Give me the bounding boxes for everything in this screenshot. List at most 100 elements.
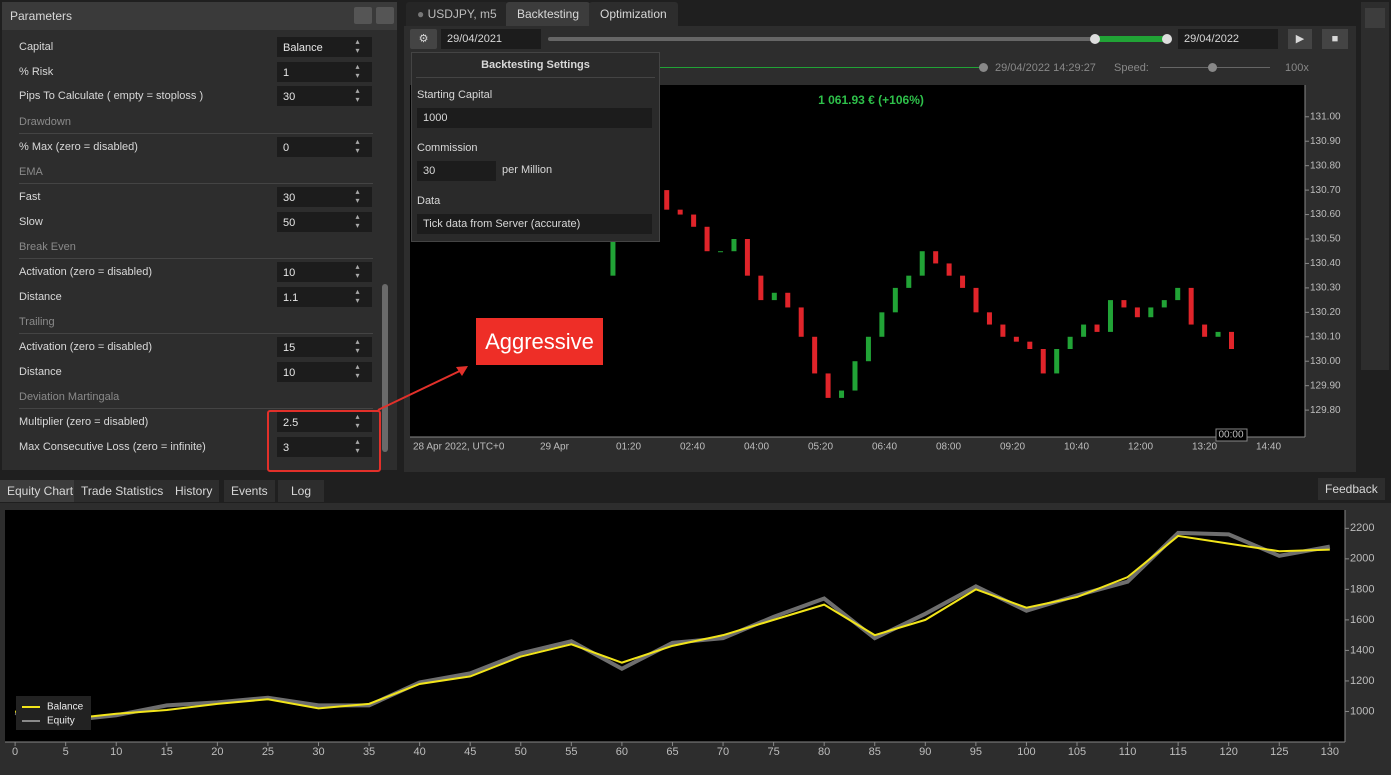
y-tick-label: 1400 bbox=[1350, 644, 1374, 656]
param-input[interactable]: 10 bbox=[277, 262, 372, 282]
x-tick-label: 10 bbox=[110, 746, 122, 758]
arrow-head bbox=[456, 366, 468, 376]
tab[interactable]: Backtesting bbox=[506, 2, 591, 26]
section-header: EMA bbox=[19, 161, 373, 184]
speed-handle[interactable] bbox=[1208, 63, 1217, 72]
date-slider[interactable] bbox=[548, 37, 1170, 41]
section-header: Drawdown bbox=[19, 111, 373, 134]
legend bbox=[16, 696, 91, 730]
param-input[interactable]: 30 bbox=[277, 187, 372, 207]
candle-body bbox=[906, 275, 912, 288]
tab[interactable]: Optimization bbox=[589, 2, 678, 26]
y-tick-label: 129.90 bbox=[1310, 380, 1341, 391]
param-input[interactable]: 2.5 bbox=[277, 412, 372, 432]
y-tick-label: 130.60 bbox=[1310, 209, 1341, 220]
param-row: % Risk 1 bbox=[19, 61, 374, 83]
candle-body bbox=[691, 214, 697, 227]
feedback-button[interactable]: Feedback bbox=[1318, 478, 1385, 500]
candle-body bbox=[1013, 336, 1019, 342]
x-tick-label: 60 bbox=[616, 746, 628, 758]
play-button[interactable]: ▶ bbox=[1288, 29, 1312, 49]
popup-title: Backtesting Settings bbox=[416, 53, 655, 78]
progress-line bbox=[660, 67, 982, 68]
param-input[interactable]: 10 bbox=[277, 361, 372, 382]
param-label: Activation (zero = disabled) bbox=[19, 341, 152, 353]
param-input[interactable]: 3 bbox=[277, 436, 372, 457]
data-select[interactable]: Tick data from Server (accurate) bbox=[417, 214, 652, 234]
parameters-panel: Parameters Capital Balance % Risk 1 Pips To … bbox=[2, 2, 397, 472]
y-tick-label: 130.00 bbox=[1310, 356, 1341, 367]
param-input[interactable]: 1.1 bbox=[277, 286, 372, 307]
candle-body bbox=[1040, 349, 1046, 374]
bottom-tab[interactable]: Equity Chart bbox=[0, 480, 81, 502]
candle-body bbox=[1121, 300, 1127, 308]
slider-range bbox=[1095, 36, 1167, 42]
param-row: Multiplier (zero = disabled) 2.5 bbox=[19, 411, 374, 433]
section-header: Trailing bbox=[19, 311, 373, 334]
param-input[interactable]: 0 bbox=[277, 136, 372, 157]
slider-handle[interactable] bbox=[1090, 34, 1100, 44]
start-date[interactable]: 29/04/2021 bbox=[441, 29, 541, 49]
x-tick-label: 40 bbox=[414, 746, 426, 758]
param-input[interactable]: 15 bbox=[277, 337, 372, 357]
candle-body bbox=[892, 287, 898, 313]
settings-button[interactable]: ⚙ bbox=[410, 29, 437, 49]
y-tick-label: 130.50 bbox=[1310, 234, 1341, 245]
param-input[interactable]: 30 bbox=[277, 86, 372, 106]
section-header: Break Even bbox=[19, 236, 373, 259]
x-tick-label: 05:20 bbox=[808, 442, 833, 453]
x-tick-label: 125 bbox=[1270, 746, 1288, 758]
param-label: % Risk bbox=[19, 65, 54, 78]
bottom-tab[interactable]: Trade Statistics bbox=[74, 480, 171, 502]
candle-body bbox=[812, 336, 818, 374]
candle-body bbox=[610, 226, 616, 276]
param-label: Distance bbox=[19, 290, 62, 303]
candle-body bbox=[1148, 307, 1154, 318]
candle-body bbox=[731, 239, 737, 252]
field-label: Commission bbox=[417, 142, 478, 154]
save-button[interactable] bbox=[376, 7, 394, 24]
slider-handle[interactable] bbox=[1162, 34, 1172, 44]
capital-input[interactable]: 1000 bbox=[417, 108, 652, 128]
x-tick-label: 50 bbox=[515, 746, 527, 758]
open-button[interactable] bbox=[354, 7, 372, 24]
x-tick-label: 02:40 bbox=[680, 442, 705, 453]
x-tick-label: 55 bbox=[565, 746, 577, 758]
candle-body bbox=[677, 209, 683, 215]
x-tick-label: 10:40 bbox=[1064, 442, 1089, 453]
bottom-tab[interactable]: Events bbox=[224, 480, 275, 502]
scrollbar[interactable] bbox=[382, 284, 388, 452]
stop-button[interactable]: ■ bbox=[1322, 29, 1348, 49]
param-label: Activation (zero = disabled) bbox=[19, 266, 152, 278]
bottom-tab[interactable]: History bbox=[168, 480, 220, 502]
param-input[interactable]: Balance bbox=[277, 37, 372, 57]
cursor-box bbox=[1215, 428, 1248, 442]
x-tick-label: 20 bbox=[211, 746, 223, 758]
bottom-tab[interactable]: Log bbox=[278, 480, 325, 502]
drawing-toolbar bbox=[1361, 2, 1389, 370]
commission-input[interactable]: 30 bbox=[417, 161, 496, 181]
tool-button[interactable] bbox=[1365, 8, 1385, 28]
param-row: % Max (zero = disabled) 0 bbox=[19, 136, 374, 158]
param-row: Activation (zero = disabled) 15 bbox=[19, 336, 374, 358]
param-row: Slow 50 bbox=[19, 211, 374, 233]
x-tick-label: 110 bbox=[1119, 746, 1137, 758]
end-date[interactable]: 29/04/2022 bbox=[1178, 29, 1278, 49]
y-tick-label: 131.00 bbox=[1310, 111, 1341, 122]
x-tick-label: 85 bbox=[869, 746, 881, 758]
param-label: Max Consecutive Loss (zero = infinite) bbox=[19, 440, 206, 453]
candle-body bbox=[785, 292, 791, 308]
x-tick-label: 12:00 bbox=[1128, 442, 1153, 453]
panel-title: Parameters bbox=[2, 2, 397, 30]
param-label: Distance bbox=[19, 365, 62, 378]
candle-body bbox=[758, 275, 764, 301]
param-input[interactable]: 1 bbox=[277, 61, 372, 82]
price-badge: 1 061.93 € (+106%) bbox=[818, 93, 924, 107]
tab[interactable]: ● USDJPY, m5 bbox=[406, 2, 508, 26]
legend-label: Balance bbox=[47, 702, 84, 713]
x-tick-label: 130 bbox=[1321, 746, 1339, 758]
candle-body bbox=[825, 373, 831, 398]
param-input[interactable]: 50 bbox=[277, 211, 372, 232]
param-row: Fast 30 bbox=[19, 186, 374, 208]
